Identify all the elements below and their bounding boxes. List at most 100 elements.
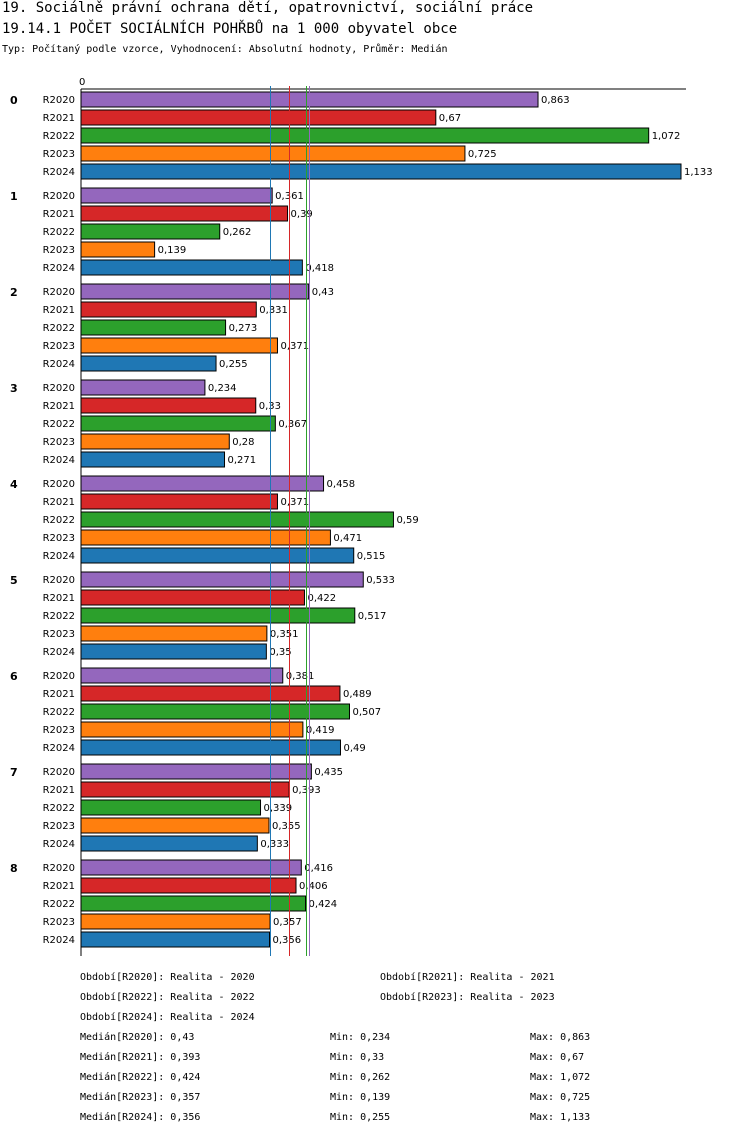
series-label-r2023: R2023 — [43, 533, 75, 544]
stat-max-r2023: Max: 0,725 — [530, 1092, 591, 1103]
data-label-3-r2021: 0,33 — [259, 401, 281, 412]
series-label-r2023: R2023 — [43, 725, 75, 736]
data-label-6-r2022: 0,507 — [352, 707, 381, 718]
series-label-r2021: R2021 — [43, 785, 75, 796]
data-label-6-r2021: 0,489 — [343, 689, 372, 700]
data-label-1-r2021: 0,39 — [291, 209, 313, 220]
bar-0-r2022 — [80, 127, 650, 144]
series-label-r2021: R2021 — [43, 209, 75, 220]
series-label-r2024: R2024 — [43, 551, 75, 562]
stat-max-r2021: Max: 0,67 — [530, 1052, 585, 1063]
stat-min-r2024: Min: 0,255 — [330, 1112, 391, 1123]
data-label-5-r2021: 0,422 — [307, 593, 336, 604]
group-label-2: 2 — [10, 286, 18, 299]
bar-6-r2020 — [80, 667, 284, 684]
series-label-r2022: R2022 — [43, 803, 75, 814]
data-label-3-r2022: 0,367 — [278, 419, 307, 430]
bar-0-r2024 — [80, 163, 682, 180]
series-label-r2024: R2024 — [43, 167, 75, 178]
stat-min-r2020: Min: 0,234 — [330, 1032, 391, 1043]
series-label-r2021: R2021 — [43, 497, 75, 508]
series-label-r2020: R2020 — [43, 383, 75, 394]
series-label-r2024: R2024 — [43, 455, 75, 466]
series-label-r2021: R2021 — [43, 305, 75, 316]
data-label-3-r2020: 0,234 — [208, 383, 237, 394]
series-label-r2022: R2022 — [43, 611, 75, 622]
bar-7-r2024 — [80, 835, 258, 852]
data-label-0-r2020: 0,863 — [541, 95, 570, 106]
legend-period-r2023: Období[R2023]: Realita - 2023 — [380, 992, 555, 1003]
data-label-0-r2021: 0,67 — [439, 113, 461, 124]
bar-0-r2021 — [80, 109, 437, 126]
legend-period-r2024: Období[R2024]: Realita - 2024 — [80, 1012, 255, 1023]
data-label-6-r2023: 0,419 — [306, 725, 335, 736]
stat-median-r2020: Medián[R2020]: 0,43 — [80, 1032, 195, 1043]
group-label-1: 1 — [10, 190, 18, 203]
bar-4-r2022 — [80, 511, 394, 528]
stat-min-r2022: Min: 0,262 — [330, 1072, 391, 1083]
series-label-r2022: R2022 — [43, 323, 75, 334]
series-label-r2020: R2020 — [43, 767, 75, 778]
stat-min-r2021: Min: 0,33 — [330, 1052, 385, 1063]
bar-4-r2023 — [80, 529, 331, 546]
data-label-5-r2024: 0,35 — [269, 647, 291, 658]
series-label-r2022: R2022 — [43, 707, 75, 718]
bar-1-r2020 — [80, 187, 273, 204]
group-label-4: 4 — [10, 478, 18, 491]
data-label-8-r2024: 0,356 — [273, 935, 302, 946]
series-label-r2024: R2024 — [43, 935, 75, 946]
data-label-7-r2024: 0,333 — [260, 839, 289, 850]
stat-median-r2022: Medián[R2022]: 0,424 — [80, 1072, 201, 1083]
series-label-r2023: R2023 — [43, 341, 75, 352]
bar-8-r2021 — [80, 877, 297, 894]
series-label-r2023: R2023 — [43, 149, 75, 160]
chart-subtitle: 19.14.1 POČET SOCIÁLNÍCH POHŘBŮ na 1 000… — [2, 21, 458, 37]
series-label-r2021: R2021 — [43, 689, 75, 700]
stat-median-r2024: Medián[R2024]: 0,356 — [80, 1112, 201, 1123]
series-label-r2020: R2020 — [43, 479, 75, 490]
bar-8-r2023 — [80, 913, 271, 930]
bar-5-r2023 — [80, 625, 268, 642]
series-label-r2024: R2024 — [43, 263, 75, 274]
series-label-r2020: R2020 — [43, 287, 75, 298]
series-label-r2021: R2021 — [43, 401, 75, 412]
series-label-r2023: R2023 — [43, 629, 75, 640]
bar-1-r2022 — [80, 223, 221, 240]
data-label-0-r2022: 1,072 — [652, 131, 681, 142]
data-label-1-r2023: 0,139 — [158, 245, 187, 256]
data-label-0-r2024: 1,133 — [684, 167, 713, 178]
bar-3-r2021 — [80, 397, 257, 414]
bar-chart: 0 0 R2020 0,863 R2021 0,67 R2022 1,072 R2023 0,72… — [10, 77, 713, 956]
data-label-7-r2020: 0,435 — [314, 767, 343, 778]
bar-2-r2021 — [80, 301, 257, 318]
data-label-8-r2020: 0,416 — [304, 863, 333, 874]
data-label-4-r2020: 0,458 — [327, 479, 356, 490]
bar-4-r2024 — [80, 547, 355, 564]
stat-max-r2024: Max: 1,133 — [530, 1112, 591, 1123]
legend-period-r2020: Období[R2020]: Realita - 2020 — [80, 972, 255, 983]
bar-7-r2021 — [80, 781, 290, 798]
bar-3-r2023 — [80, 433, 230, 450]
stat-max-r2020: Max: 0,863 — [530, 1032, 591, 1043]
bar-1-r2023 — [80, 241, 156, 258]
data-label-2-r2020: 0,43 — [312, 287, 334, 298]
data-label-8-r2022: 0,424 — [309, 899, 338, 910]
bar-1-r2021 — [80, 205, 289, 222]
bar-2-r2020 — [80, 283, 310, 300]
data-label-5-r2022: 0,517 — [358, 611, 387, 622]
bar-7-r2023 — [80, 817, 270, 834]
group-label-8: 8 — [10, 862, 18, 875]
series-label-r2022: R2022 — [43, 419, 75, 430]
data-label-5-r2023: 0,351 — [270, 629, 299, 640]
bar-2-r2024 — [80, 355, 217, 372]
bar-3-r2022 — [80, 415, 276, 432]
data-label-4-r2023: 0,471 — [333, 533, 362, 544]
bar-5-r2021 — [80, 589, 305, 606]
data-label-2-r2022: 0,273 — [229, 323, 258, 334]
series-label-r2021: R2021 — [43, 113, 75, 124]
data-label-3-r2023: 0,28 — [232, 437, 254, 448]
series-label-r2024: R2024 — [43, 839, 75, 850]
bar-5-r2020 — [80, 571, 364, 588]
series-label-r2022: R2022 — [43, 227, 75, 238]
data-label-5-r2020: 0,533 — [366, 575, 395, 586]
